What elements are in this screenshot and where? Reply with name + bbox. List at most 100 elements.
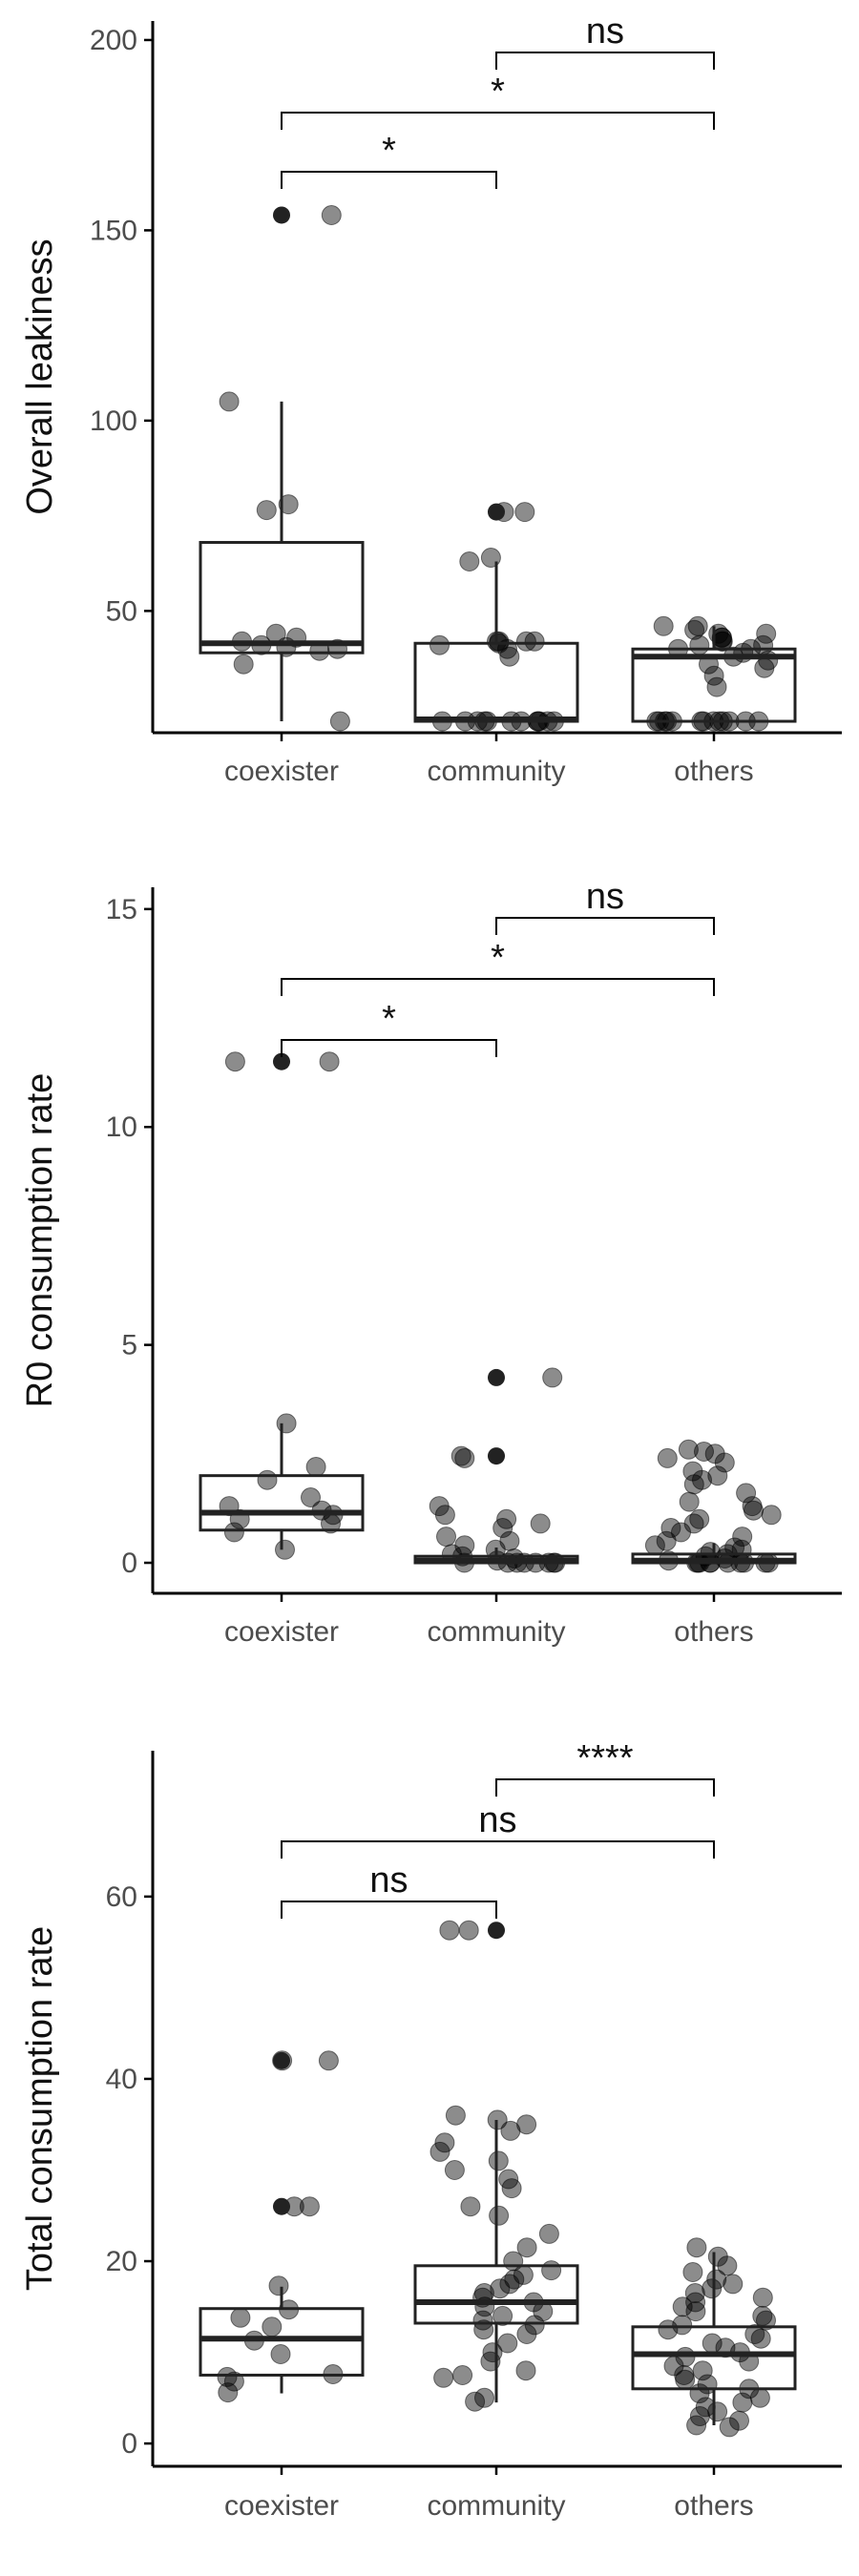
data-point-others [706,676,727,697]
data-point-community [500,2120,521,2141]
data-point-others [656,1530,677,1551]
box-coexister [199,2307,365,2377]
data-point-community [492,1518,513,1538]
data-point-community [454,1447,475,1468]
data-point-others [692,2360,713,2381]
data-point-others [756,623,777,644]
y-axis-label: Overall leakiness [20,239,60,514]
data-point-community [490,2278,511,2299]
data-point-community [501,2178,522,2199]
y-tick-label: 200 [90,25,137,56]
data-point-coexister [276,1413,297,1434]
y-tick-label: 50 [106,595,137,627]
y-tick-label: 60 [106,1881,137,1913]
significance-bracket [281,171,497,189]
significance-bracket [281,1039,497,1057]
box-coexister [199,1474,365,1532]
data-point-community [439,1920,460,1941]
data-point-coexister [224,1051,245,1072]
data-point-others [736,1483,757,1504]
data-point-others [749,2387,770,2408]
data-point-community [473,2319,494,2340]
significance-bracket [281,112,715,130]
box-others [631,2325,797,2391]
data-point-coexister [223,2371,244,2392]
data-point-coexister [218,2382,239,2403]
data-point-others [707,2401,728,2422]
data-point-coexister [305,1457,326,1477]
data-point-coexister [268,2275,289,2296]
data-point-community [458,1920,479,1941]
data-point-coexister [219,391,240,412]
data-point-coexister [233,654,254,675]
data-point-community [530,1513,551,1534]
y-axis-label: Total consumption rate [20,1926,60,2291]
data-point-community [499,646,520,667]
outlier-point-community [488,503,505,521]
outlier-point-coexister [273,2197,290,2215]
data-point-community [452,2365,473,2385]
significance-label: ns [586,11,624,52]
significance-bracket [495,917,715,935]
data-point-community [445,2105,466,2126]
data-point-others [671,1522,691,1543]
data-point-others [756,2310,776,2331]
significance-bracket [281,1901,497,1919]
x-tick-label-community: community [427,1616,565,1648]
data-point-others [752,2287,773,2308]
significance-bracket [495,1778,715,1797]
data-point-community [538,2223,559,2244]
data-point-community [497,2333,518,2354]
significance-label: * [382,999,396,1039]
data-point-community [436,1527,456,1548]
data-point-others [702,2278,723,2299]
data-point-others [684,619,705,640]
boxes-layer [199,206,797,723]
data-point-others [660,1518,681,1538]
data-point-community [489,2205,510,2226]
data-point-community [542,1367,563,1388]
data-point-coexister [275,1539,295,1560]
data-point-community [465,2391,486,2412]
data-point-coexister [319,1051,340,1072]
outlier-point-coexister [273,2051,290,2069]
data-point-community [515,631,536,652]
data-point-others [644,1535,665,1556]
data-point-coexister [321,205,342,225]
data-point-community [492,2305,513,2326]
y-tick-label: 40 [106,2064,137,2095]
y-tick-label: 0 [121,2428,137,2460]
box-others [631,647,797,723]
significance-label: * [382,131,396,171]
outlier-point-community [488,1922,505,1940]
data-point-community [516,2114,537,2135]
data-point-others [658,2319,679,2340]
data-point-others [683,1474,704,1495]
data-point-others [653,615,674,636]
outlier-point-coexister [273,1052,290,1070]
y-tick-label: 15 [106,894,137,925]
x-tick-label-coexister: coexister [224,2490,339,2522]
outlier-point-coexister [273,206,290,224]
x-tick-label-others: others [674,756,753,787]
data-point-others [678,1439,699,1460]
significance-label: ns [586,877,624,917]
data-point-coexister [256,500,277,521]
data-point-community [430,634,450,655]
data-point-community [459,551,480,571]
data-point-others [686,2237,707,2258]
significance-label: * [491,72,505,112]
box-community [413,2264,579,2325]
data-point-coexister [329,711,350,732]
boxes-layer [199,1052,797,1565]
data-point-others [717,2255,738,2276]
y-tick-label: 100 [90,405,137,437]
significance-bracket [495,52,715,70]
panel-overall-leakiness: 50 100 150 200 Overall leakiness coexister com… [20,11,842,787]
data-point-others [686,2415,707,2436]
y-axis-label: R0 consumption rate [20,1073,60,1408]
data-point-others [719,2417,740,2438]
significance-label: * [491,938,505,978]
data-point-others [732,2392,753,2413]
data-point-community [514,502,535,523]
